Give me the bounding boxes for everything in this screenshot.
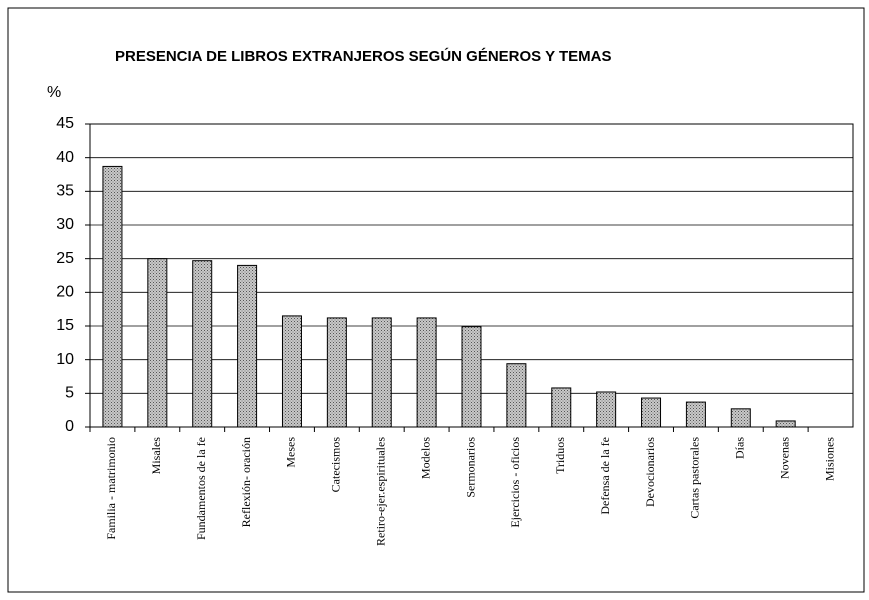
bar (192, 260, 213, 428)
y-tick-label: 15 (56, 317, 74, 334)
y-tick-label: 45 (56, 115, 74, 132)
chart-title: PRESENCIA DE LIBROS EXTRANJEROS SEGÚN GÉ… (115, 47, 611, 65)
bar (416, 317, 437, 428)
bar (326, 317, 347, 428)
x-tick-label: Catecismos (329, 437, 343, 493)
y-tick-label: 20 (56, 284, 74, 301)
x-tick-label: Reflexión- oración (239, 437, 253, 527)
x-tick-label: Retiro-ejer.espirituales (373, 437, 387, 546)
bar (281, 315, 302, 428)
y-tick-label: 25 (56, 250, 74, 267)
x-tick-label: Modelos (418, 437, 432, 479)
x-tick-label: Novenas (777, 437, 791, 479)
x-tick-label: Devocionarios (643, 437, 657, 507)
y-tick-label: 5 (65, 385, 74, 402)
y-tick-label: 30 (56, 216, 74, 233)
bar (237, 264, 258, 428)
x-tick-label: Misales (149, 437, 163, 475)
bar (641, 397, 662, 428)
x-tick-label: Fundamentos de la fe (194, 437, 208, 540)
x-tick-label: Sermonarios (463, 437, 477, 498)
bar (506, 363, 527, 428)
bar (147, 258, 168, 428)
y-tick-label: 40 (56, 149, 74, 166)
y-tick-label: 35 (56, 183, 74, 200)
x-tick-label: Meses (284, 437, 298, 468)
x-tick-label: Defensa de la fe (598, 437, 612, 515)
y-axis-label: % (47, 84, 61, 101)
bar (596, 391, 617, 428)
x-tick-label: Triduos (553, 437, 567, 474)
x-tick-label: Ejercicios - oficios (508, 437, 522, 528)
frame (7, 7, 865, 593)
bar (730, 408, 751, 428)
x-tick-label: Cartas pastorales (688, 437, 702, 519)
y-tick-label: 0 (65, 418, 74, 435)
x-tick-label: Días (733, 437, 747, 459)
bar (461, 326, 482, 428)
bar (102, 165, 123, 428)
y-tick-label: 10 (56, 351, 74, 368)
bar (775, 420, 796, 428)
x-tick-label: Familia - matrimonio (104, 437, 118, 540)
bar (551, 387, 572, 428)
bar (371, 317, 392, 428)
bar (685, 401, 706, 428)
x-tick-label: Misiones (822, 437, 836, 481)
